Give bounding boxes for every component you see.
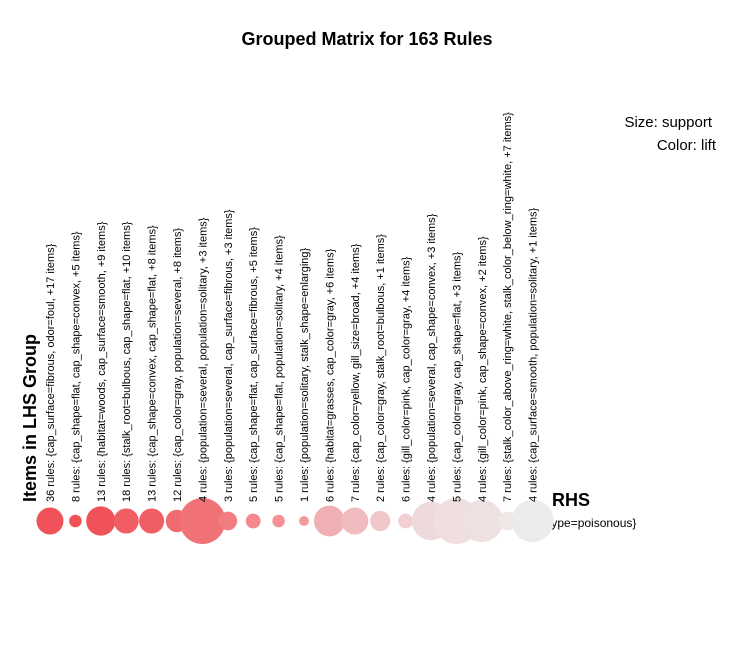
- rule-group-bubble: [370, 510, 391, 532]
- rule-group-bubble: [69, 514, 82, 528]
- rule-group-bubble: [179, 498, 226, 544]
- rule-group-bubble: [272, 514, 285, 528]
- rule-group-bubble: [460, 499, 503, 543]
- rule-group-bubble: [245, 513, 261, 529]
- lhs-group-label: 4 rules: {population=several, population…: [197, 217, 209, 502]
- y-axis-label: Items in LHS Group: [20, 334, 40, 502]
- rule-group-bubble: [36, 507, 64, 535]
- lhs-group-label: 5 rules: {cap_shape=flat, cap_surface=fi…: [248, 227, 260, 502]
- rule-group-bubble: [398, 513, 414, 529]
- lhs-group-label: 7 rules: {cap_color=yellow, gill_size=br…: [350, 243, 362, 502]
- rule-group-bubble: [497, 511, 517, 531]
- rule-group-bubble: [86, 506, 116, 536]
- rule-group-bubble: [314, 505, 345, 537]
- legend-color: Color: lift: [657, 137, 717, 154]
- lhs-group-label: 4 rules: {population=several, cap_shape=…: [426, 213, 438, 502]
- legend-size: Size: support: [624, 114, 712, 131]
- rhs-title: RHS: [552, 490, 590, 510]
- chart-title: Grouped Matrix for 163 Rules: [241, 29, 492, 49]
- lhs-group-label: 5 rules: {cap_color=gray, cap_shape=flat…: [451, 251, 463, 502]
- lhs-group-label: 1 rules: {population=solitary, stalk_sha…: [299, 247, 311, 502]
- lhs-group-label: 4 rules: {gill_color=pink, cap_shape=con…: [477, 236, 489, 502]
- lhs-group-labels: 36 rules: {cap_surface=fibrous, odor=fou…: [45, 112, 540, 502]
- bubble-layer: [36, 498, 554, 544]
- lhs-group-label: 4 rules: {cap_surface=smooth, population…: [528, 207, 540, 502]
- lhs-group-label: 6 rules: {habitat=grasses, cap_color=gra…: [324, 248, 336, 502]
- lhs-group-label: 18 rules: {stalk_root=bulbous, cap_shape…: [121, 221, 133, 502]
- rule-group-bubble: [113, 508, 139, 534]
- lhs-group-label: 8 rules: {cap_shape=flat, cap_shape=conv…: [70, 231, 82, 502]
- lhs-group-label: 13 rules: {cap_shape=convex, cap_shape=f…: [147, 225, 159, 502]
- rule-group-bubble: [218, 511, 238, 531]
- lhs-group-label: 5 rules: {cap_shape=flat, population=sol…: [274, 235, 286, 502]
- lhs-group-label: 36 rules: {cap_surface=fibrous, odor=fou…: [45, 243, 57, 502]
- lhs-group-label: 2 rules: {cap_color=gray, stalk_root=bul…: [375, 234, 387, 502]
- rule-group-bubble: [511, 499, 554, 543]
- lhs-group-label: 7 rules: {stalk_color_above_ring=white, …: [502, 112, 514, 502]
- rule-group-bubble: [341, 507, 369, 535]
- rule-group-bubble: [139, 508, 165, 534]
- rule-group-bubble: [299, 516, 309, 526]
- lhs-group-label: 3 rules: {population=several, cap_surfac…: [223, 209, 235, 502]
- lhs-group-label: 12 rules: {cap_color=gray, population=se…: [172, 228, 184, 502]
- lhs-group-label: 13 rules: {habitat=woods, cap_surface=sm…: [96, 221, 108, 502]
- rhs-item-label: {type=poisonous}: [544, 516, 636, 530]
- lhs-group-label: 6 rules: {gill_color=pink, cap_color=gra…: [401, 256, 413, 502]
